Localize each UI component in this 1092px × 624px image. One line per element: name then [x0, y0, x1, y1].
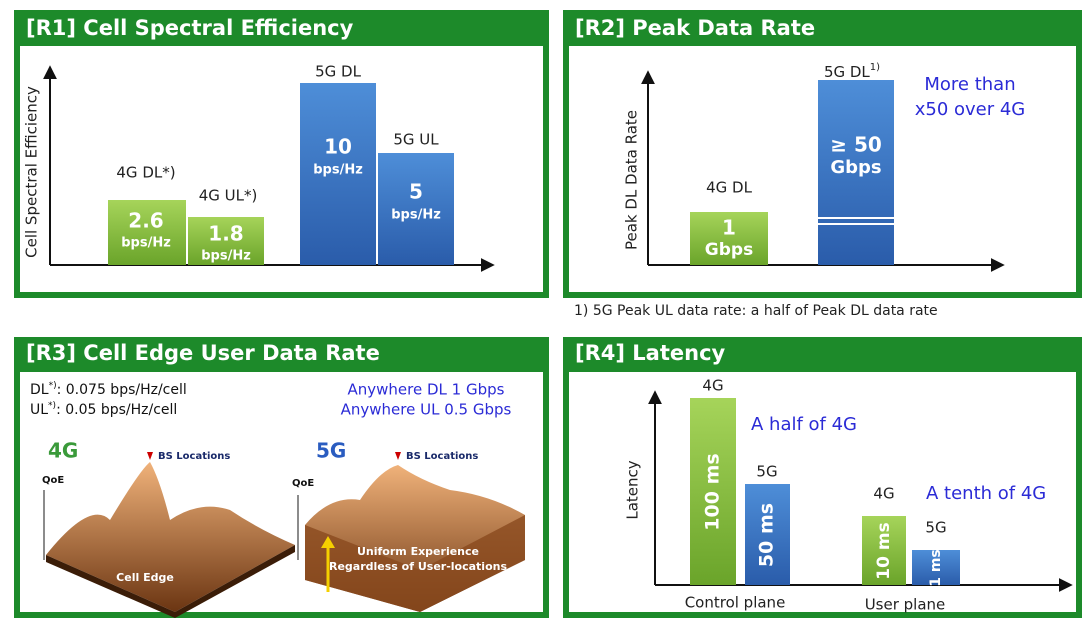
label-5g: 5G	[316, 439, 346, 463]
group-label: Control plane	[685, 594, 786, 612]
bar	[818, 80, 894, 265]
bar	[690, 398, 736, 585]
axis-label: Latency	[624, 460, 642, 519]
bar-label: 5G	[925, 519, 946, 537]
bar-label: 5G UL	[393, 131, 439, 149]
panel-title: [R4] Latency	[575, 341, 726, 365]
bar	[862, 516, 906, 585]
bar-value: 1.8	[208, 222, 243, 246]
bar-unit: Gbps	[705, 240, 753, 260]
bs-marker	[395, 452, 401, 460]
spec-line: UL*): 0.05 bps/Hz/cell	[30, 401, 177, 419]
panel-title: [R2] Peak Data Rate	[575, 16, 815, 40]
goal: Anywhere DL 1 Gbps	[348, 381, 505, 399]
bs-label: BS Locations	[406, 451, 478, 462]
bar-unit: bps/Hz	[121, 236, 171, 251]
axis-label: Peak DL Data Rate	[623, 110, 641, 250]
bar-value: 1 ms	[928, 549, 944, 587]
caption: Regardless of User-locations	[329, 560, 507, 573]
bar-value: 100 ms	[702, 453, 724, 530]
group-label: User plane	[865, 596, 946, 614]
bar-value: 10 ms	[874, 522, 894, 579]
terrain-base	[46, 545, 295, 618]
note: More than	[924, 74, 1015, 95]
bar-value: 50 ms	[756, 503, 778, 567]
panel-r2: [R2] Peak Data Rate Peak DL Data Rate 4G…	[563, 10, 1082, 298]
bar-label: 4G	[702, 377, 723, 395]
bar-label: 5G	[756, 463, 777, 481]
bs-label: BS Locations	[158, 451, 230, 462]
qoe-label: QoE	[292, 478, 314, 489]
terrain-side	[305, 515, 525, 612]
bar-label: 4G DL	[706, 179, 752, 197]
panel-r3: [R3] Cell Edge User Data Rate DL*): 0.07…	[14, 337, 549, 618]
bar-value: 2.6	[128, 209, 163, 233]
bar-label: 5G DL	[315, 63, 361, 81]
panel-r1: [R1] Cell Spectral Efficiency Cell Spect…	[14, 10, 549, 298]
bar-label: 5G DL1)	[824, 62, 880, 81]
uniform-arrow-head	[321, 536, 335, 548]
label-4g: 4G	[48, 439, 78, 463]
bar-unit: Gbps	[830, 157, 881, 178]
footnote: 1) 5G Peak UL data rate: a half of Peak …	[574, 303, 938, 319]
bar-unit: bps/Hz	[313, 163, 363, 178]
note: A tenth of 4G	[926, 483, 1046, 504]
bar-value: ≥ 50	[830, 133, 882, 157]
note: x50 over 4G	[915, 99, 1026, 120]
qoe-label: QoE	[42, 475, 64, 486]
bar	[108, 200, 186, 265]
panel-body	[569, 372, 1076, 612]
axis-label: Cell Spectral Efficiency	[23, 86, 41, 258]
bs-marker	[147, 452, 153, 460]
bar	[745, 484, 790, 585]
panel-title: [R1] Cell Spectral Efficiency	[26, 16, 354, 40]
bar	[912, 550, 960, 585]
note: A half of 4G	[751, 414, 857, 435]
bar	[300, 83, 376, 265]
bar-unit: bps/Hz	[391, 208, 441, 223]
bar-value: 5	[409, 180, 423, 204]
panel-title: [R3] Cell Edge User Data Rate	[26, 341, 380, 365]
bar	[188, 217, 264, 265]
bar	[690, 212, 768, 265]
bar-label: 4G DL*)	[116, 164, 175, 182]
goal: Anywhere UL 0.5 Gbps	[341, 401, 512, 419]
spec-line: DL*): 0.075 bps/Hz/cell	[30, 381, 187, 399]
bar-label: 4G	[873, 485, 894, 503]
panel-r4: [R4] Latency Latency 4G 5G 4G 5G 100 ms …	[563, 337, 1082, 618]
caption: Uniform Experience	[357, 545, 479, 558]
cell-edge: Cell Edge	[116, 571, 174, 584]
bar-label: 4G UL*)	[199, 187, 258, 205]
panel-body	[20, 46, 543, 292]
bar-value: 1	[722, 216, 736, 240]
terrain-4g	[46, 462, 295, 612]
bar-value: 10	[324, 135, 352, 159]
bar	[378, 153, 454, 265]
bar-unit: bps/Hz	[201, 249, 251, 264]
